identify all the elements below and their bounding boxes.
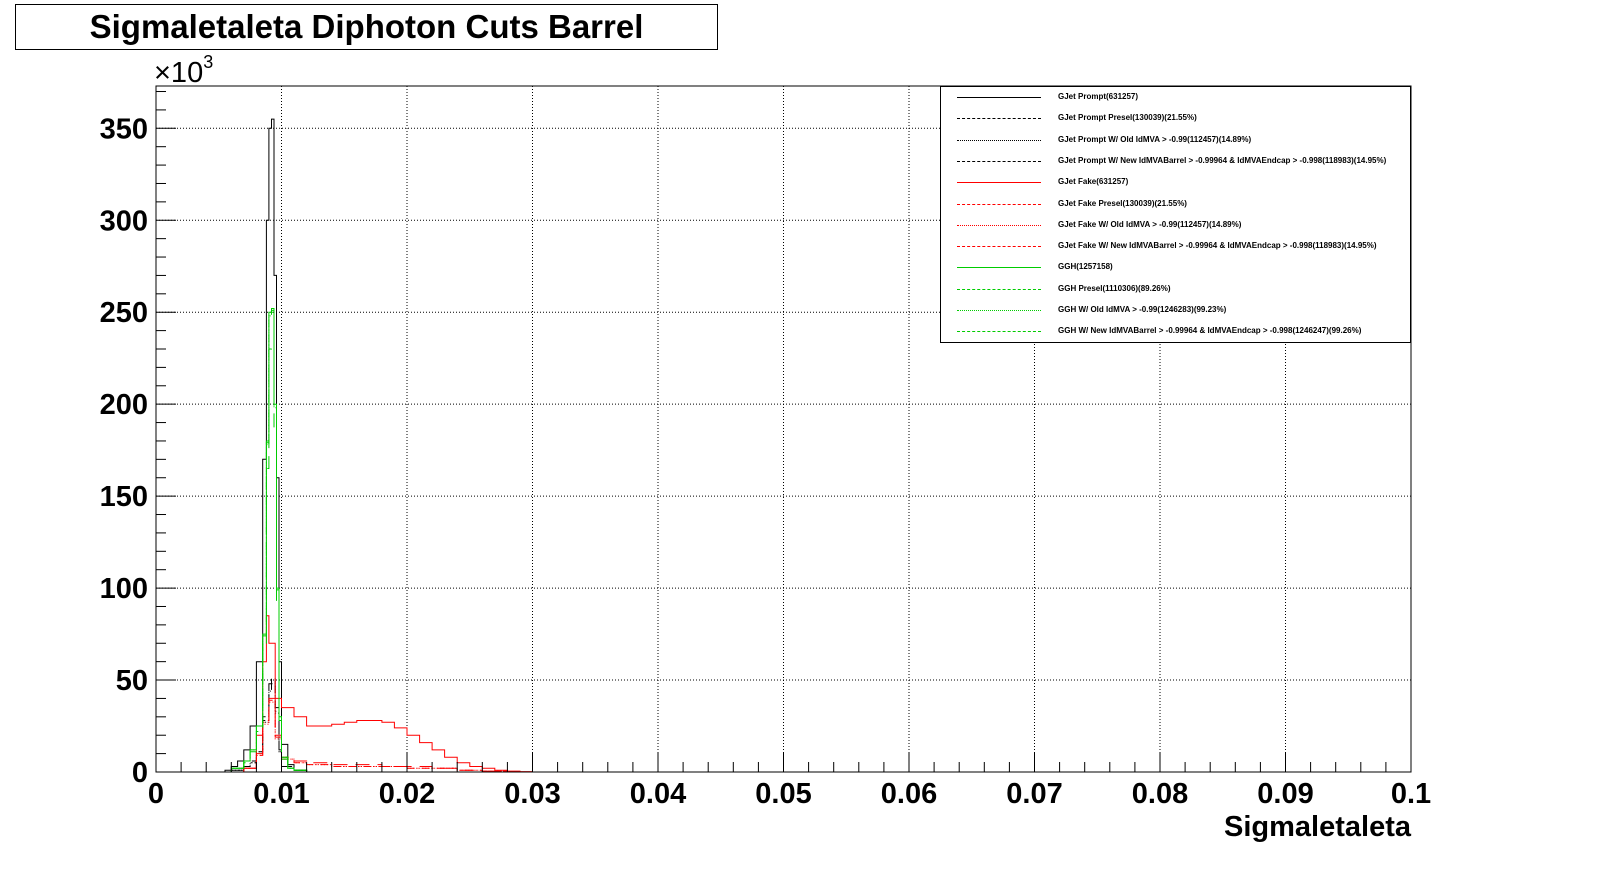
x-tick-label: 0.04 (630, 778, 686, 810)
legend-entry: GGH Presel(1110306)(89.26%) (941, 279, 1410, 300)
legend-label: GGH Presel(1110306)(89.26%) (1058, 283, 1171, 293)
y-tick-label: 50 (116, 665, 148, 697)
legend-entry: GJet Fake(631257) (941, 172, 1410, 193)
series-line-7 (231, 701, 508, 773)
legend-line-sample (957, 160, 1041, 162)
y-tick-label: 150 (100, 481, 148, 513)
x-tick-label: 0.01 (253, 778, 309, 810)
x-tick-label: 0.08 (1132, 778, 1188, 810)
legend-entry: GGH W/ Old IdMVA > -0.99(1246283)(99.23%… (941, 300, 1410, 321)
legend-line-sample (957, 267, 1041, 269)
y-axis-multiplier: ×103 (154, 52, 213, 89)
legend: GJet Prompt(631257) GJet Prompt Presel(13… (940, 86, 1411, 343)
legend-line-sample (957, 203, 1041, 205)
x-tick-label: 0.05 (755, 778, 811, 810)
series-layer (218, 118, 533, 773)
series-line-12 (218, 309, 308, 773)
legend-line-sample (957, 97, 1041, 98)
legend-line-sample (957, 118, 1041, 120)
legend-entry: GJet Prompt(631257) (941, 87, 1410, 108)
legend-entry: GGH(1257158) (941, 257, 1410, 278)
legend-label: GJet Fake W/ New IdMVABarrel > -0.99964 … (1058, 241, 1377, 251)
legend-label: GJet Prompt W/ New IdMVABarrel > -0.9996… (1058, 155, 1387, 165)
x-tick-label: 0.06 (881, 778, 937, 810)
series-line-8 (231, 699, 508, 773)
y-multiplier-base: ×10 (154, 57, 203, 89)
legend-line-sample (957, 331, 1041, 333)
legend-label: GGH W/ Old IdMVA > -0.99(1246283)(99.23%… (1058, 305, 1227, 314)
legend-entry: GJet Fake W/ New IdMVABarrel > -0.99964 … (941, 236, 1410, 257)
y-tick-label: 350 (100, 113, 148, 145)
legend-entry: GJet Prompt Presel(130039)(21.55%) (941, 108, 1410, 129)
x-axis-title: Sigmaletaleta (1224, 811, 1412, 843)
legend-line-sample (957, 288, 1041, 290)
legend-line-sample (957, 310, 1041, 311)
legend-label: GJet Fake(631257) (1058, 177, 1129, 187)
series-line-11 (218, 311, 308, 773)
legend-line-sample (957, 182, 1041, 184)
x-tick-label: 0.03 (504, 778, 560, 810)
y-multiplier-exponent: 3 (203, 52, 213, 72)
x-tick-label: 0 (148, 778, 164, 810)
y-tick-label: 250 (100, 297, 148, 329)
chart-title-box: Sigmaletaleta Diphoton Cuts Barrel (15, 4, 718, 50)
legend-entry: GGH W/ New IdMVABarrel > -0.99964 & IdMV… (941, 321, 1410, 342)
legend-entry: GJet Fake Presel(130039)(21.55%) (941, 194, 1410, 215)
legend-label: GJet Fake Presel(130039)(21.55%) (1058, 198, 1187, 208)
legend-line-sample (957, 246, 1041, 248)
axis-ticks (155, 91, 1412, 773)
legend-entry: GJet Fake W/ Old IdMVA > -0.99(112457)(1… (941, 215, 1410, 236)
legend-label: GJet Prompt Presel(130039)(21.55%) (1058, 113, 1197, 123)
legend-entry: GJet Prompt W/ New IdMVABarrel > -0.9996… (941, 151, 1410, 172)
legend-label: GJet Fake W/ Old IdMVA > -0.99(112457)(1… (1058, 219, 1242, 229)
y-tick-label: 100 (100, 573, 148, 605)
legend-line-sample (957, 139, 1041, 141)
legend-line-sample (957, 224, 1041, 226)
series-line-6 (231, 697, 508, 773)
x-tick-label: 0.07 (1006, 778, 1062, 810)
legend-label: GJet Prompt(631257) (1058, 92, 1139, 101)
axis-labels: 0 0.01 0.02 0.03 0.04 0.05 0.06 0.07 0.08 0.09 0.1… (100, 113, 1432, 810)
series-line-5 (231, 615, 533, 773)
legend-label: GGH W/ New IdMVABarrel > -0.99964 & IdMV… (1058, 326, 1362, 336)
x-tick-label: 0.1 (1391, 778, 1431, 810)
legend-label: GGH(1257158) (1058, 262, 1113, 272)
x-tick-label: 0.02 (379, 778, 435, 810)
legend-entry: GJet Prompt W/ Old IdMVA > -0.99(112457)… (941, 130, 1410, 151)
y-tick-label: 200 (100, 389, 148, 421)
y-tick-label: 0 (132, 757, 148, 789)
legend-label: GJet Prompt W/ Old IdMVA > -0.99(112457)… (1058, 134, 1252, 144)
x-tick-label: 0.09 (1257, 778, 1313, 810)
chart-title: Sigmaletaleta Diphoton Cuts Barrel (89, 8, 644, 45)
y-tick-label: 300 (100, 205, 148, 237)
series-line-1 (218, 118, 308, 773)
